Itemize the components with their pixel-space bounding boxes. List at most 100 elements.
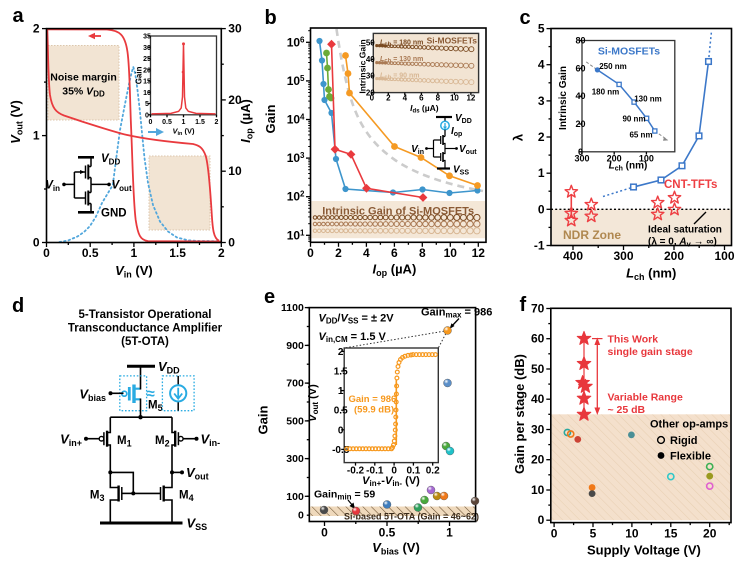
svg-text:M4: M4 (179, 490, 194, 504)
svg-text:Lch (nm): Lch (nm) (626, 266, 676, 283)
svg-text:(λ = 0, Av → ∞): (λ = 0, Av → ∞) (648, 236, 717, 248)
svg-text:0: 0 (321, 526, 328, 540)
svg-text:0: 0 (538, 513, 545, 527)
svg-text:Supply Voltage (V): Supply Voltage (V) (587, 543, 701, 558)
svg-text:0.5: 0.5 (162, 119, 172, 126)
svg-text:Vin+-Vin- (V): Vin+-Vin- (V) (362, 475, 420, 488)
svg-text:65 nm: 65 nm (629, 131, 652, 140)
svg-text:2: 2 (218, 246, 225, 260)
svg-text:900: 900 (286, 340, 304, 352)
svg-text:VSS: VSS (187, 516, 208, 533)
svg-text:Iop (µA): Iop (µA) (238, 99, 255, 143)
svg-text:Gain = 986: Gain = 986 (349, 394, 397, 405)
svg-text:f: f (520, 294, 527, 316)
svg-text:Iop: Iop (451, 126, 462, 138)
svg-text:Intrinsic Gain of Si-MOSFETs: Intrinsic Gain of Si-MOSFETs (322, 206, 474, 218)
svg-text:10: 10 (625, 527, 639, 541)
svg-text:Gainmax = 986: Gainmax = 986 (421, 307, 492, 320)
svg-text:e: e (264, 286, 275, 308)
svg-text:Vout: Vout (459, 144, 477, 156)
svg-text:700: 700 (286, 378, 304, 390)
svg-text:60: 60 (575, 63, 585, 73)
svg-text:80: 80 (575, 36, 585, 46)
svg-text:Intrinsic Gain: Intrinsic Gain (358, 39, 368, 93)
svg-text:0.1: 0.1 (406, 466, 420, 477)
svg-text:Vin (V): Vin (V) (115, 263, 153, 280)
svg-text:Vbias (V): Vbias (V) (372, 540, 420, 557)
svg-text:Si-MOSFETs: Si-MOSFETs (427, 36, 478, 46)
svg-text:100: 100 (714, 249, 734, 263)
svg-text:-0.1: -0.1 (366, 466, 384, 477)
svg-text:20: 20 (575, 119, 585, 129)
svg-text:10: 10 (531, 483, 545, 497)
svg-text:-0.5: -0.5 (332, 445, 350, 456)
svg-text:1: 1 (538, 166, 545, 180)
svg-text:300: 300 (574, 153, 589, 163)
svg-text:130 nm: 130 nm (634, 95, 662, 104)
svg-text:Gain: Gain (135, 66, 144, 84)
svg-text:1: 1 (131, 246, 138, 260)
svg-text:d: d (12, 295, 24, 317)
svg-text:Vout (V): Vout (V) (8, 100, 25, 144)
svg-text:Lch (nm): Lch (nm) (609, 161, 648, 173)
svg-text:Vin-: Vin- (201, 431, 221, 448)
svg-text:15: 15 (664, 527, 678, 541)
svg-text:Vin (V): Vin (V) (173, 126, 195, 137)
svg-text:M1: M1 (117, 435, 132, 449)
svg-text:20: 20 (703, 527, 717, 541)
svg-text:1100: 1100 (281, 302, 304, 314)
svg-text:6: 6 (391, 246, 398, 260)
svg-text:3: 3 (538, 94, 545, 108)
svg-text:70: 70 (531, 302, 545, 316)
svg-text:Rigid: Rigid (670, 435, 698, 447)
svg-text:5-Transistor Operational: 5-Transistor Operational (79, 309, 212, 321)
svg-text:35: 35 (143, 34, 151, 41)
svg-text:100: 100 (286, 491, 304, 503)
svg-text:VDD/VSS = ± 2V: VDD/VSS = ± 2V (319, 313, 395, 326)
svg-text:2: 2 (386, 93, 391, 102)
svg-text:90 nm: 90 nm (622, 115, 645, 124)
svg-text:Gainmin = 59: Gainmin = 59 (314, 489, 375, 502)
svg-text:b: b (265, 7, 277, 29)
svg-text:1: 1 (182, 119, 186, 126)
svg-text:0.5: 0.5 (334, 406, 348, 417)
svg-text:300: 300 (286, 453, 304, 465)
svg-text:This Work: This Work (608, 334, 659, 346)
svg-text:a: a (13, 5, 25, 27)
svg-text:300: 300 (613, 249, 633, 263)
svg-text:GND: GND (101, 208, 127, 220)
svg-text:VDD: VDD (101, 153, 120, 167)
svg-text:0.2: 0.2 (426, 466, 440, 477)
svg-text:5: 5 (145, 101, 149, 108)
svg-text:2: 2 (538, 130, 545, 144)
svg-text:VDD: VDD (158, 359, 180, 376)
svg-text:40: 40 (575, 91, 585, 101)
svg-text:Vbias: Vbias (79, 387, 106, 404)
svg-text:Vin: Vin (45, 180, 60, 194)
svg-text:35% VDD: 35% VDD (62, 86, 105, 99)
svg-text:1.5: 1.5 (169, 246, 186, 260)
svg-text:~ 25 dB: ~ 25 dB (608, 404, 646, 416)
svg-text:20: 20 (366, 88, 375, 97)
svg-text:Iop (µA): Iop (µA) (373, 261, 417, 278)
svg-text:VSS: VSS (453, 165, 469, 177)
svg-text:Lch = 90 nm: Lch = 90 nm (380, 73, 420, 82)
svg-text:Ids (µA): Ids (µA) (410, 103, 439, 115)
svg-text:-1: -1 (534, 239, 545, 253)
svg-text:60: 60 (531, 332, 545, 346)
svg-text:0.5: 0.5 (82, 246, 99, 260)
svg-text:1.5: 1.5 (334, 367, 348, 378)
svg-text:200: 200 (607, 153, 622, 163)
svg-text:0: 0 (43, 246, 50, 260)
svg-text:25: 25 (143, 56, 151, 63)
svg-text:0: 0 (538, 202, 545, 216)
svg-text:0: 0 (145, 112, 149, 119)
svg-text:30: 30 (228, 22, 242, 36)
svg-text:30: 30 (531, 423, 545, 437)
svg-text:Vin: Vin (411, 144, 424, 156)
svg-text:Vout: Vout (112, 180, 132, 194)
svg-text:Variable Range: Variable Range (608, 392, 683, 404)
svg-text:12: 12 (466, 93, 475, 102)
svg-text:(5T-OTA): (5T-OTA) (121, 336, 169, 348)
svg-text:Si-based 5T-OTA (Gain = 46~62): Si-based 5T-OTA (Gain = 46~62) (344, 512, 479, 522)
